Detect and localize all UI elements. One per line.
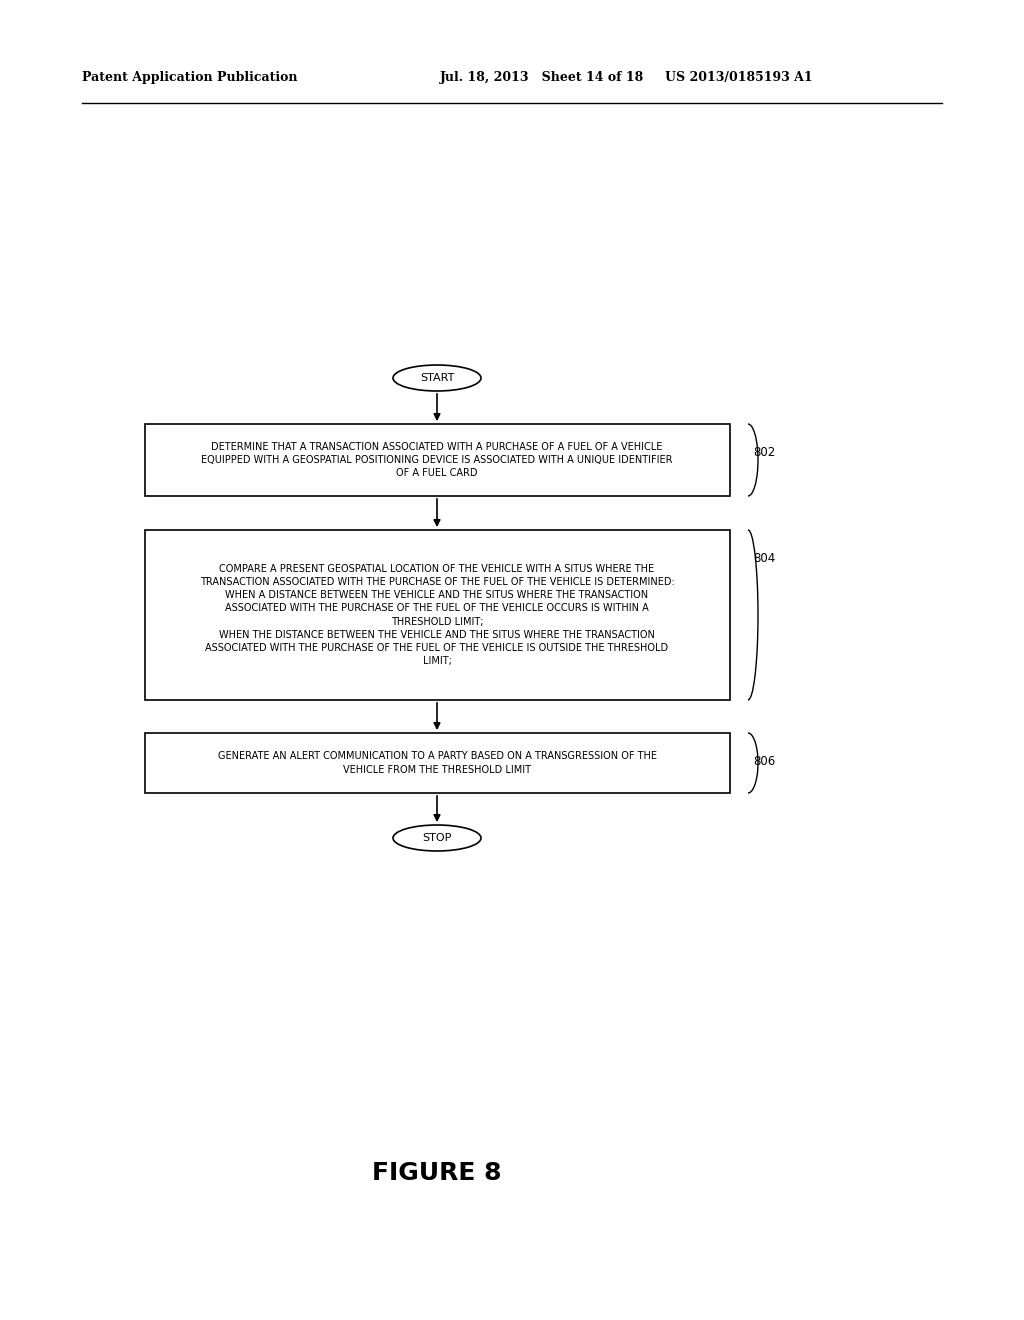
Text: STOP: STOP <box>422 833 452 843</box>
Bar <box>145 733 730 793</box>
Ellipse shape <box>393 366 481 391</box>
Text: Patent Application Publication: Patent Application Publication <box>82 71 298 84</box>
Bar <box>145 424 730 496</box>
Bar <box>145 531 730 700</box>
Text: COMPARE A PRESENT GEOSPATIAL LOCATION OF THE VEHICLE WITH A SITUS WHERE THE
TRAN: COMPARE A PRESENT GEOSPATIAL LOCATION OF… <box>200 564 675 667</box>
Text: START: START <box>420 374 455 383</box>
Text: Jul. 18, 2013   Sheet 14 of 18: Jul. 18, 2013 Sheet 14 of 18 <box>440 71 644 84</box>
Text: DETERMINE THAT A TRANSACTION ASSOCIATED WITH A PURCHASE OF A FUEL OF A VEHICLE
E: DETERMINE THAT A TRANSACTION ASSOCIATED … <box>202 442 673 478</box>
Text: 802: 802 <box>753 446 775 459</box>
Text: US 2013/0185193 A1: US 2013/0185193 A1 <box>665 71 813 84</box>
Ellipse shape <box>393 825 481 851</box>
Text: FIGURE 8: FIGURE 8 <box>373 1162 502 1185</box>
Text: GENERATE AN ALERT COMMUNICATION TO A PARTY BASED ON A TRANSGRESSION OF THE
VEHIC: GENERATE AN ALERT COMMUNICATION TO A PAR… <box>217 751 656 775</box>
Text: 806: 806 <box>753 755 775 768</box>
Text: 804: 804 <box>753 552 775 565</box>
